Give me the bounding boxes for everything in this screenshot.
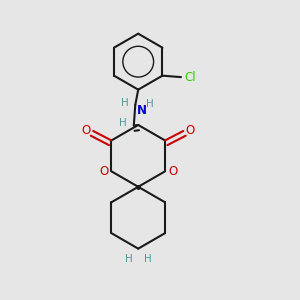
- Text: H: H: [125, 254, 133, 264]
- Text: H: H: [146, 99, 154, 110]
- Text: H: H: [143, 254, 151, 264]
- Text: N: N: [137, 104, 147, 117]
- Text: H: H: [119, 118, 126, 128]
- Text: O: O: [99, 165, 109, 178]
- Text: Cl: Cl: [184, 70, 196, 84]
- Text: O: O: [186, 124, 195, 136]
- Text: H: H: [121, 98, 129, 109]
- Text: O: O: [82, 124, 91, 136]
- Text: O: O: [168, 165, 177, 178]
